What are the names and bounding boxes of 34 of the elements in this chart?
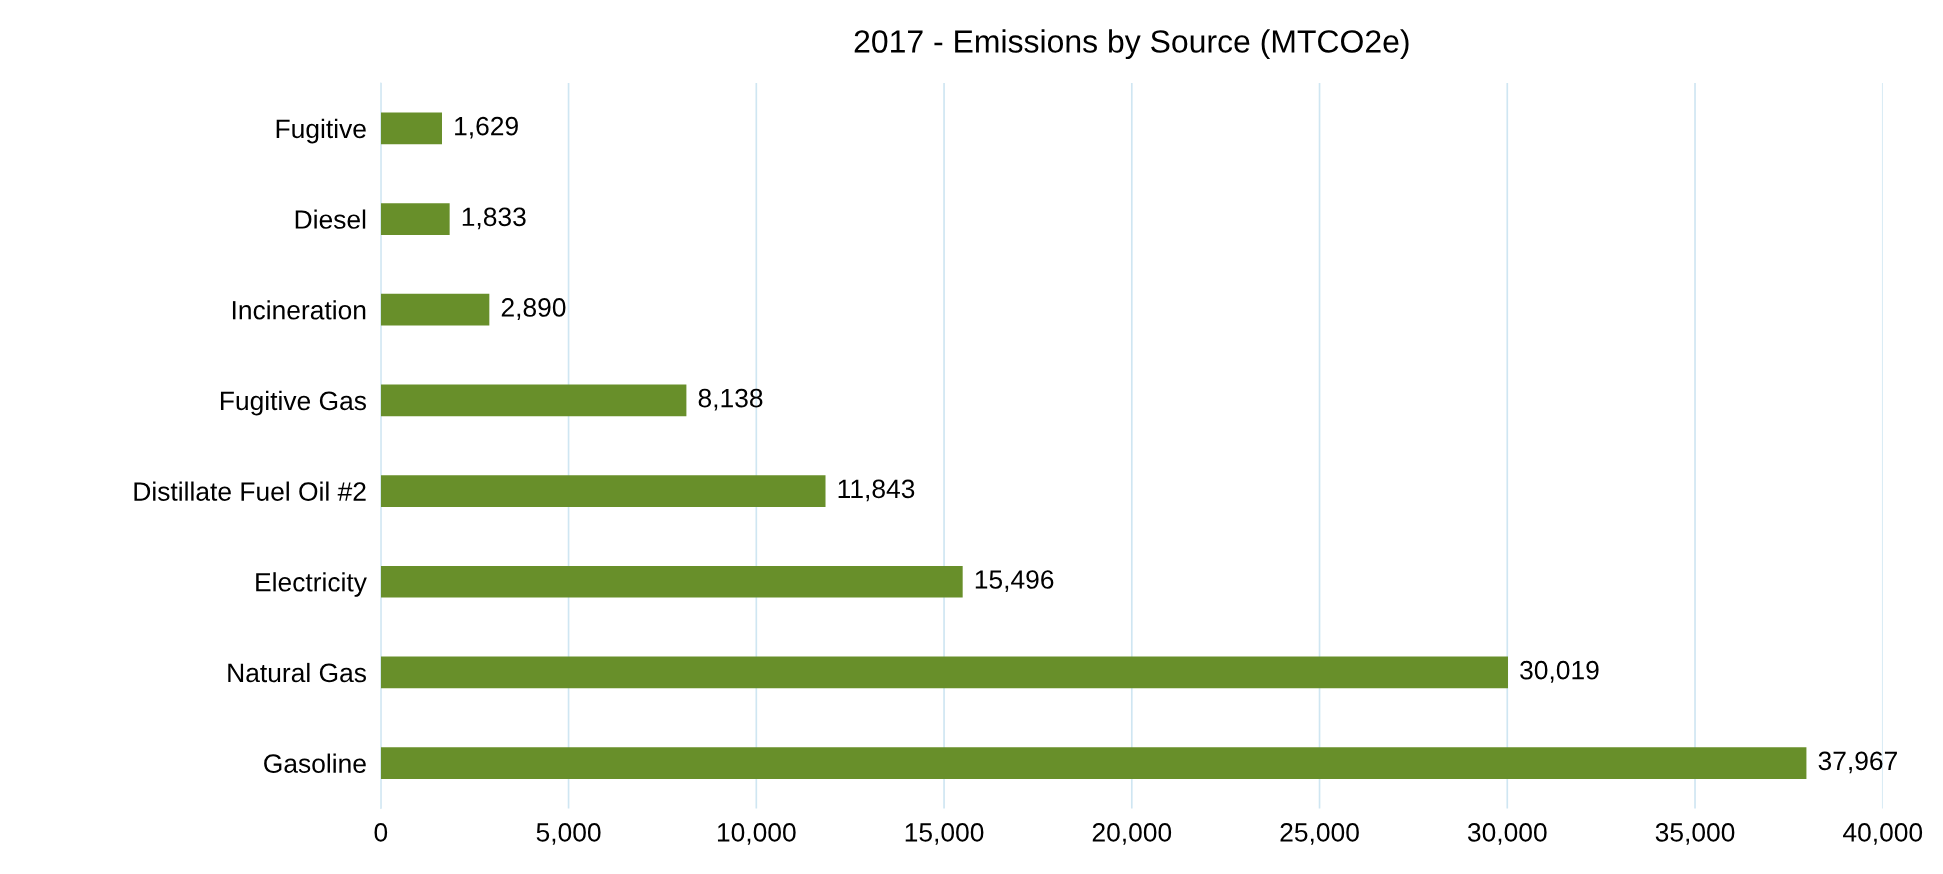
y-tick-label: Electricity: [256, 572, 367, 597]
x-tick-label: 40,000: [1843, 823, 1923, 845]
x-tick-label: 20,000: [1092, 823, 1172, 845]
y-tick-label: Fugitive: [276, 118, 366, 144]
data-label: 2,890: [501, 298, 566, 320]
x-tick-label: 10,000: [717, 823, 796, 845]
bar: [380, 203, 450, 235]
y-tick-label: Gasoline: [264, 753, 366, 773]
data-label: 8,138: [698, 388, 763, 411]
bar: [380, 384, 687, 417]
y-tick-label: Diesel: [295, 209, 366, 229]
x-tick-label: 30,000: [1467, 823, 1547, 845]
x-tick-label: 0: [374, 823, 388, 842]
x-tick-label: 35,000: [1655, 823, 1735, 845]
y-tick-label: Incineration: [232, 300, 366, 320]
x-tick-label: 25,000: [1280, 823, 1359, 845]
data-label: 1,833: [462, 207, 526, 230]
x-tick-label: 5,000: [536, 823, 601, 845]
data-label: 37,967: [1818, 751, 1897, 774]
data-label: 15,496: [975, 570, 1054, 592]
y-tick-label: Distillate Fuel Oil #2: [134, 481, 366, 501]
bar: [380, 656, 1508, 689]
y-tick-label: Natural Gas: [228, 662, 366, 683]
y-tick-label: Fugitive Gas: [220, 390, 366, 416]
data-label: 1,629: [455, 116, 518, 139]
bar: [380, 293, 490, 326]
x-tick-label: 15,000: [905, 823, 984, 845]
bar: [380, 747, 1807, 779]
chart-title: 2017 - Emissions by Source (MTCO2e): [854, 29, 1409, 60]
bar: [380, 475, 826, 507]
bar: [380, 565, 963, 598]
data-label: 11,843: [838, 479, 915, 502]
data-label: 30,019: [1520, 660, 1599, 683]
bar: [380, 112, 442, 145]
